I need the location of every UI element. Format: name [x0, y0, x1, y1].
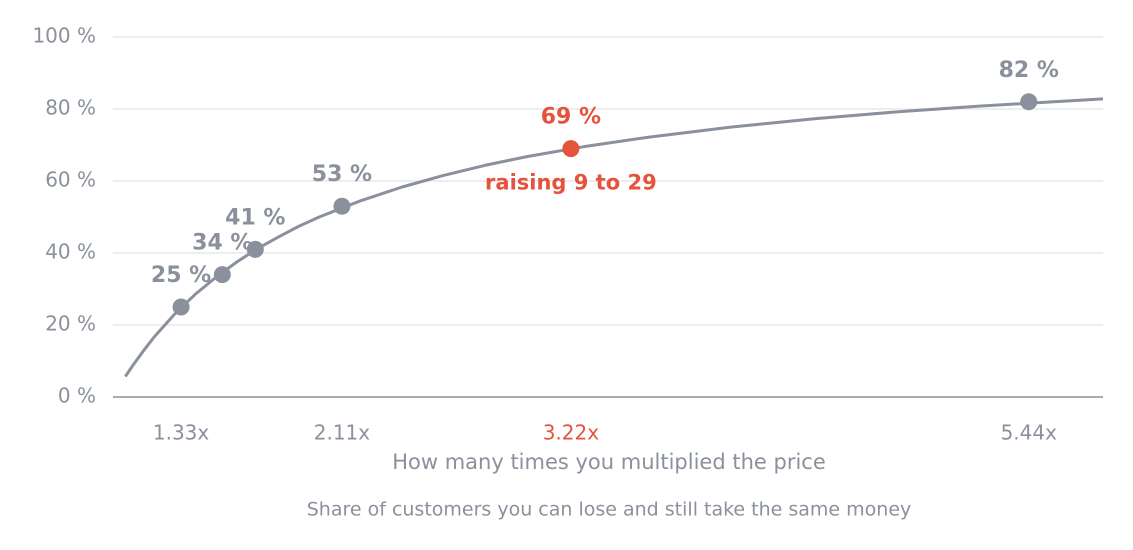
data-label: 82 %: [999, 58, 1059, 83]
annotation: raising 9 to 29: [485, 171, 657, 195]
x-tick-label: 1.33x: [153, 421, 210, 445]
curve: [124, 97, 1104, 378]
data-label: 41 %: [225, 205, 285, 230]
data-point: [246, 240, 264, 258]
y-tick-label: 80 %: [45, 96, 96, 120]
data-label: 53 %: [312, 162, 372, 187]
data-point: [1020, 93, 1038, 111]
data-point: [172, 298, 190, 316]
x-tick-label: 3.22x: [543, 421, 600, 445]
data-label: 34 %: [192, 231, 252, 256]
data-label: 25 %: [151, 263, 211, 288]
data-point: [333, 197, 351, 215]
x-tick-label: 5.44x: [1001, 421, 1058, 445]
data-point: [213, 266, 231, 284]
y-tick-label: 0 %: [58, 384, 96, 408]
y-tick-label: 100 %: [32, 24, 96, 48]
x-axis-label: How many times you multiplied the price: [392, 450, 826, 474]
data-point: [562, 140, 580, 158]
y-tick-label: 60 %: [45, 168, 96, 192]
y-tick-label: 40 %: [45, 240, 96, 264]
data-label: 69 %: [541, 105, 601, 130]
y-tick-label: 20 %: [45, 312, 96, 336]
x-tick-label: 2.11x: [314, 421, 371, 445]
caption: Share of customers you can lose and stil…: [307, 499, 912, 521]
